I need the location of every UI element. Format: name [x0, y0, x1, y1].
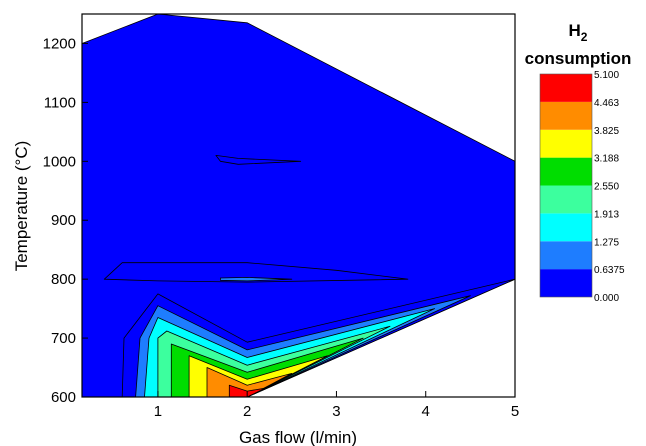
colorbar-swatch-3 — [540, 185, 592, 214]
colorbar-swatch-6 — [540, 101, 592, 130]
colorbar-level-0: 0.000 — [594, 293, 619, 304]
x-axis-label: Gas flow (l/min) — [239, 428, 357, 446]
colorbar-level-2: 1.275 — [594, 237, 619, 248]
y-tick-label-5: 1100 — [44, 94, 76, 111]
colorbar-level-4: 2.550 — [594, 182, 619, 193]
colorbar-level-6: 3.825 — [594, 126, 619, 137]
colorbar-swatch-4 — [540, 157, 592, 186]
x-tick-label-4: 5 — [511, 403, 519, 420]
colorbar-swatch-7 — [540, 74, 592, 102]
y-tick-label-6: 1200 — [43, 35, 76, 52]
plot-area — [81, 13, 516, 398]
contour-region-2 — [219, 276, 293, 282]
colorbar-frame — [539, 73, 593, 298]
colorbar-swatch-2 — [540, 213, 592, 242]
colorbar-swatch-5 — [540, 129, 592, 158]
colorbar-title-line2: consumption — [525, 49, 632, 68]
colorbar-title-h: H — [569, 21, 581, 40]
contour-region-1 — [103, 262, 409, 283]
y-tick-label-3: 900 — [51, 212, 76, 229]
x-tick-label-1: 2 — [243, 403, 251, 420]
x-tick-label-3: 4 — [422, 403, 430, 420]
contour-region-0 — [215, 154, 302, 165]
y-tick-label-4: 1000 — [43, 153, 76, 170]
colorbar: H2 consumption 0.000 0.6375 1.275 1.913 2.55… — [525, 21, 632, 304]
y-tick-label-0: 600 — [51, 389, 76, 406]
y-tick-label-2: 800 — [51, 271, 76, 288]
x-tick-label-2: 3 — [332, 403, 340, 420]
colorbar-level-3: 1.913 — [594, 209, 619, 220]
axes: 1 2 3 4 5 600 700 800 900 1000 1100 1200 — [43, 13, 519, 420]
y-axis-label: Temperature (°C) — [12, 141, 31, 272]
colorbar-swatch-0 — [540, 269, 592, 297]
x-tick-label-0: 1 — [154, 403, 162, 420]
colorbar-level-8: 5.100 — [594, 70, 619, 81]
colorbar-title-sub: 2 — [581, 30, 588, 44]
colorbar-level-1: 0.6375 — [594, 265, 625, 276]
colorbar-level-7: 4.463 — [594, 98, 619, 109]
y-tick-label-1: 700 — [51, 330, 76, 347]
plot-frame — [81, 13, 516, 398]
colorbar-level-5: 3.188 — [594, 154, 619, 165]
colorbar-title: H2 — [569, 21, 588, 44]
colorbar-swatch-1 — [540, 241, 592, 270]
